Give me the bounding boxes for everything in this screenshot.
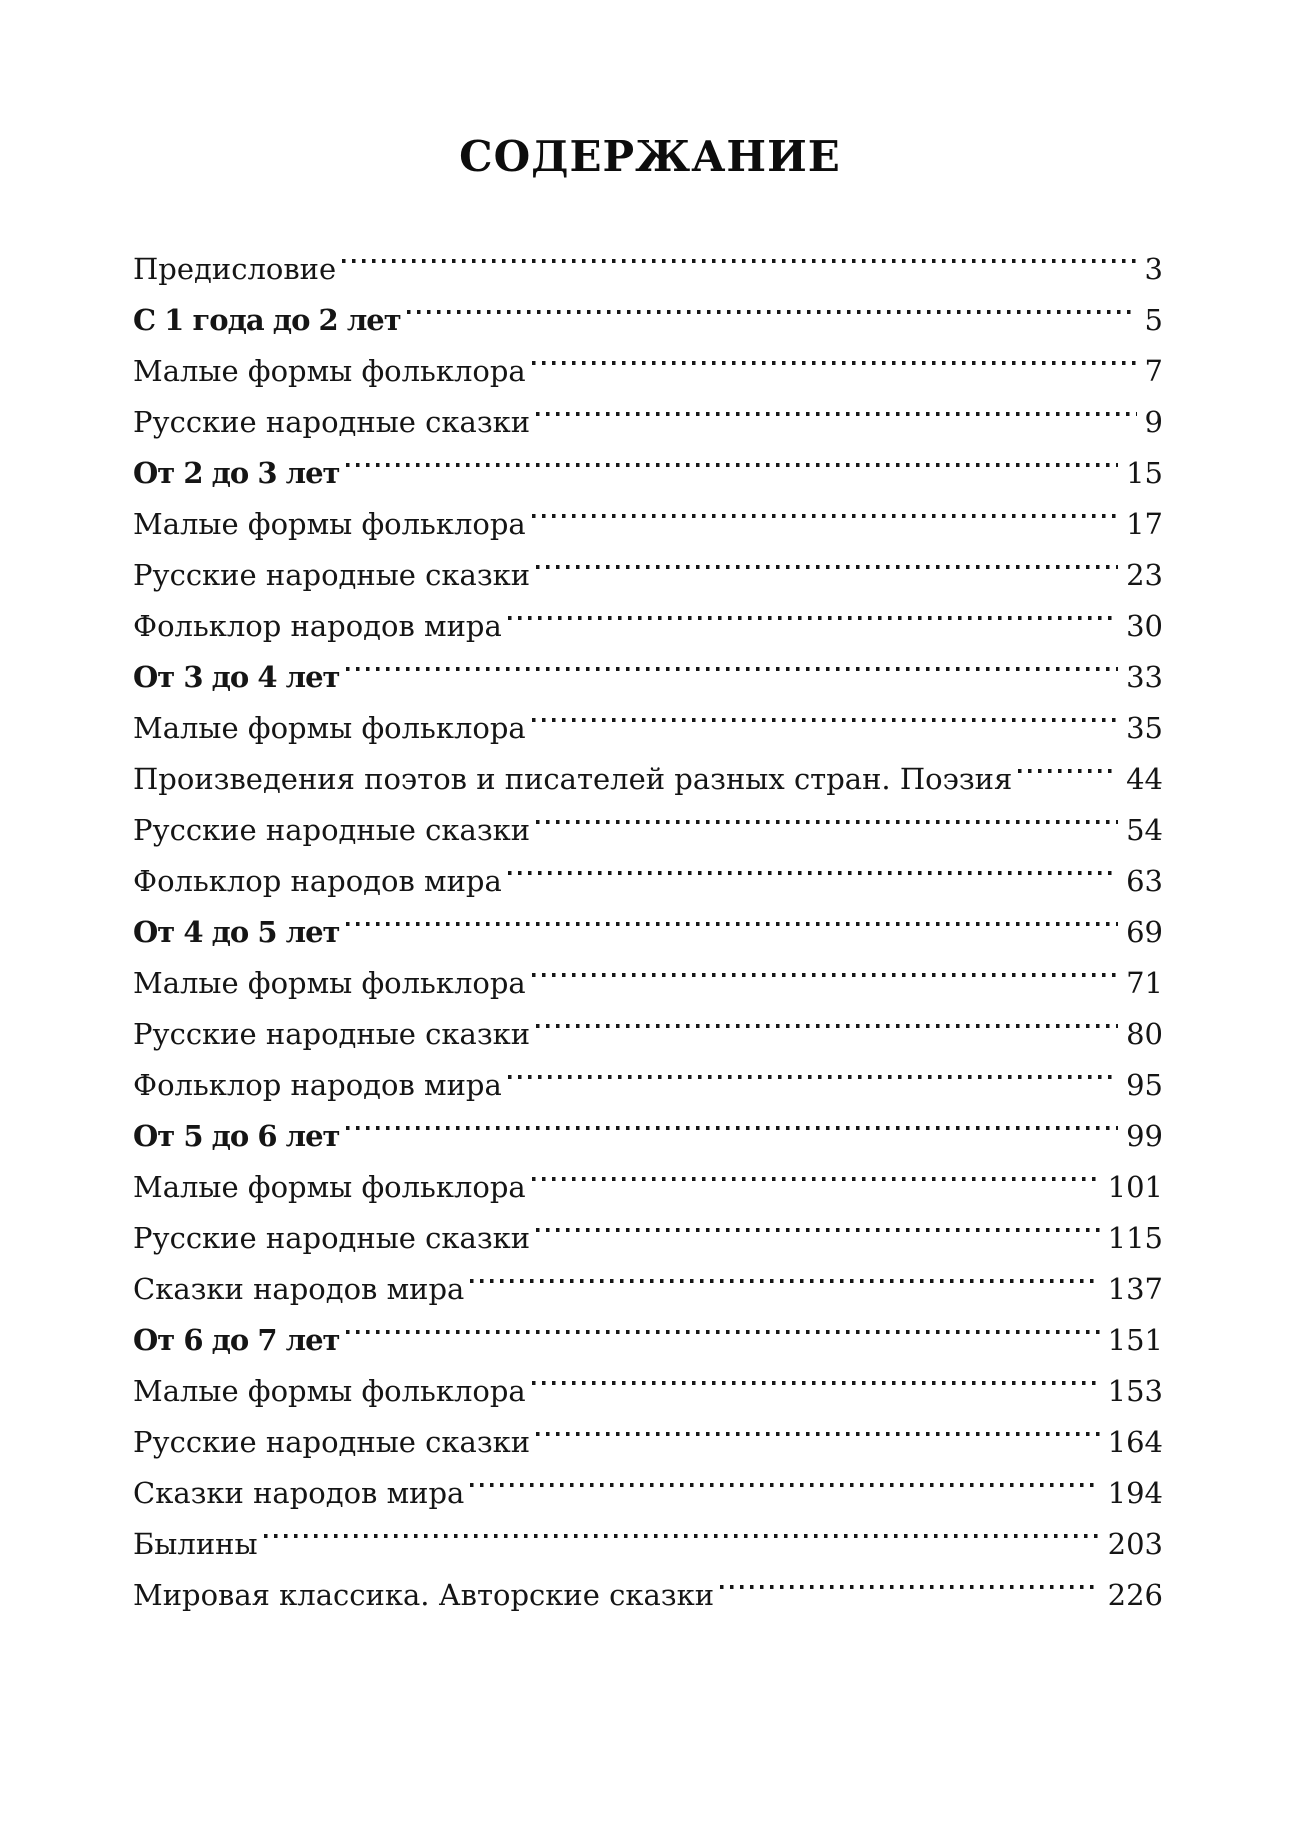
toc-entry-label: От 5 до 6 лет (133, 1119, 341, 1153)
toc-entry: От 3 до 4 лет 33 (133, 636, 1163, 694)
toc-entry-page: 115 (1107, 1221, 1163, 1255)
toc-entry-page: 23 (1126, 558, 1163, 592)
toc-entry-page: 9 (1144, 405, 1163, 439)
toc-entry: Русские народные сказки 164 (133, 1401, 1163, 1459)
toc-entry: Мировая классика. Авторские сказки 226 (133, 1554, 1163, 1612)
toc-entry-page: 35 (1126, 711, 1163, 745)
toc-entry-label: Малые формы фольклора (133, 1170, 526, 1204)
dot-leader (536, 993, 1119, 1044)
toc-entry-page: 7 (1144, 354, 1163, 388)
toc-entry-page: 99 (1126, 1119, 1163, 1153)
toc-entry: Сказки народов мира 137 (133, 1248, 1163, 1306)
toc-entry-label: Малые формы фольклора (133, 966, 526, 1000)
toc-entry-label: Былины (133, 1527, 258, 1561)
toc-entry-page: 151 (1107, 1323, 1163, 1357)
dot-leader (507, 1044, 1119, 1095)
dot-leader (536, 1197, 1100, 1248)
dot-leader (470, 1248, 1100, 1299)
toc-entry-page: 3 (1144, 252, 1163, 286)
dot-leader (531, 330, 1137, 381)
toc-entry-page: 5 (1144, 303, 1163, 337)
toc-entry-label: Русские народные сказки (133, 813, 531, 847)
dot-leader (507, 585, 1119, 636)
toc-entry: Малые формы фольклора 101 (133, 1146, 1163, 1204)
toc-entry-label: Малые формы фольклора (133, 507, 526, 541)
toc-entry-label: Малые формы фольклора (133, 354, 526, 388)
toc-entry-page: 80 (1126, 1017, 1163, 1051)
toc-entry-page: 153 (1107, 1374, 1163, 1408)
toc-entry-label: Русские народные сказки (133, 1425, 531, 1459)
toc-entry-page: 101 (1107, 1170, 1163, 1204)
toc-entry-label: Русские народные сказки (133, 1017, 531, 1051)
dot-leader (536, 381, 1137, 432)
toc-entry-label: Русские народные сказки (133, 1221, 531, 1255)
toc-entry: Малые формы фольклора 153 (133, 1350, 1163, 1408)
toc-entry-page: 226 (1107, 1578, 1163, 1612)
toc-entry: Русские народные сказки 115 (133, 1197, 1163, 1255)
toc-entry-page: 15 (1126, 456, 1163, 490)
dot-leader (345, 636, 1119, 687)
dot-leader (536, 1401, 1100, 1452)
toc-entry-page: 54 (1126, 813, 1163, 847)
toc-entry-page: 194 (1107, 1476, 1163, 1510)
dot-leader (507, 840, 1119, 891)
dot-leader (531, 1350, 1100, 1401)
toc-entry-page: 33 (1126, 660, 1163, 694)
toc-entry: От 4 до 5 лет 69 (133, 891, 1163, 949)
toc-entry-page: 203 (1107, 1527, 1163, 1561)
toc-entry: Малые формы фольклора 7 (133, 330, 1163, 388)
toc-entry: Малые формы фольклора 71 (133, 942, 1163, 1000)
dot-leader (536, 789, 1119, 840)
toc-entry: Русские народные сказки 54 (133, 789, 1163, 847)
toc-entry: От 6 до 7 лет 151 (133, 1299, 1163, 1357)
toc-entry-page: 95 (1126, 1068, 1163, 1102)
page-title: СОДЕРЖАНИЕ (459, 132, 841, 181)
toc-entry-label: Предисловие (133, 252, 337, 286)
toc-entry-page: 30 (1126, 609, 1163, 643)
dot-leader (345, 1095, 1119, 1146)
toc-entry: От 5 до 6 лет 99 (133, 1095, 1163, 1153)
dot-leader (342, 228, 1137, 279)
dot-leader (345, 891, 1119, 942)
dot-leader (531, 483, 1119, 534)
dot-leader (263, 1503, 1100, 1554)
toc-entry: Малые формы фольклора 35 (133, 687, 1163, 745)
toc-entry-page: 137 (1107, 1272, 1163, 1306)
toc-entry-label: От 2 до 3 лет (133, 456, 341, 490)
toc-entry-page: 69 (1126, 915, 1163, 949)
toc-entry: От 2 до 3 лет 15 (133, 432, 1163, 490)
toc-entry-label: Русские народные сказки (133, 558, 531, 592)
dot-leader (406, 279, 1137, 330)
toc-entry-label: Малые формы фольклора (133, 711, 526, 745)
dot-leader (720, 1554, 1100, 1605)
toc-entry-page: 17 (1126, 507, 1163, 541)
toc-entry-label: От 6 до 7 лет (133, 1323, 341, 1357)
dot-leader (531, 687, 1119, 738)
toc-entry: Русские народные сказки 23 (133, 534, 1163, 592)
toc-entry-label: Малые формы фольклора (133, 1374, 526, 1408)
toc-entry-page: 71 (1126, 966, 1163, 1000)
toc-entry-page: 164 (1107, 1425, 1163, 1459)
toc-entry: Малые формы фольклора 17 (133, 483, 1163, 541)
dot-leader (536, 534, 1119, 585)
toc-entry-label: Мировая классика. Авторские сказки (133, 1578, 715, 1612)
toc-entry-label: От 4 до 5 лет (133, 915, 341, 949)
dot-leader (345, 1299, 1100, 1350)
dot-leader (531, 1146, 1100, 1197)
toc-entry: Предисловие 3 (133, 228, 1163, 286)
toc-entry-page: 63 (1126, 864, 1163, 898)
toc-list: Предисловие 3 С 1 года до 2 лет 5 Малые форм… (133, 228, 1163, 1612)
dot-leader (1018, 738, 1119, 789)
dot-leader (345, 432, 1119, 483)
toc-entry: Былины 203 (133, 1503, 1163, 1561)
toc-entry-label: С 1 года до 2 лет (133, 303, 402, 337)
dot-leader (531, 942, 1119, 993)
toc-entry: Русские народные сказки 80 (133, 993, 1163, 1051)
toc-entry: С 1 года до 2 лет 5 (133, 279, 1163, 337)
toc-entry: Фольклор народов мира 30 (133, 585, 1163, 643)
dot-leader (470, 1452, 1100, 1503)
toc-entry-page: 44 (1126, 762, 1163, 796)
toc-entry-label: От 3 до 4 лет (133, 660, 341, 694)
